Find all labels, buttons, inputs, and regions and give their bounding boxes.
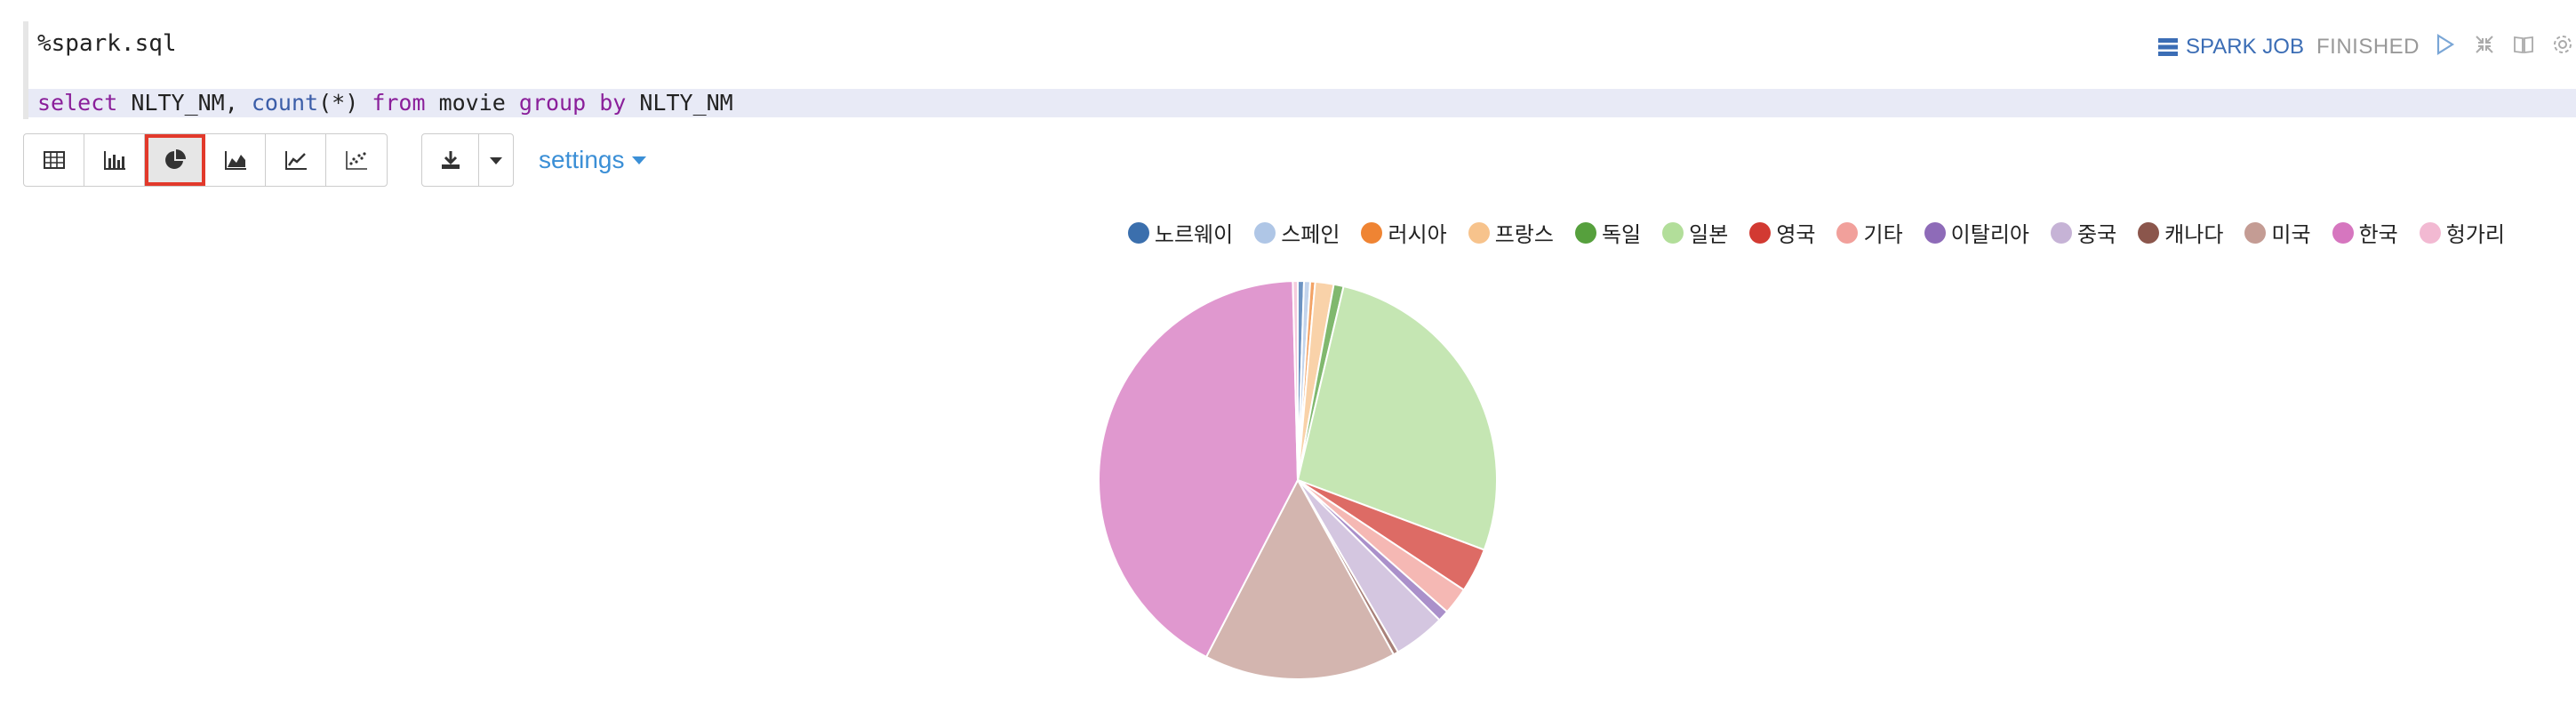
legend-swatch	[1127, 221, 1149, 244]
legend-swatch	[2332, 221, 2354, 244]
code-token: (*)	[318, 90, 372, 116]
legend-swatch	[1254, 221, 1276, 244]
visualization-toolbar: settings	[23, 133, 646, 187]
legend-label: 스페인	[1281, 223, 1340, 247]
legend-swatch	[1361, 221, 1383, 244]
bar-chart-icon	[103, 151, 125, 170]
legend-item[interactable]: 캐나다	[2138, 217, 2223, 248]
table-icon	[43, 151, 65, 169]
legend-label: 노르웨이	[1154, 223, 1234, 247]
collapse-icon[interactable]	[2471, 34, 2498, 61]
legend-label: 일본	[1689, 223, 1729, 247]
legend-label: 영국	[1776, 223, 1816, 247]
chart-type-group	[23, 133, 388, 187]
settings-label: settings	[539, 146, 625, 173]
code-token: from	[372, 90, 426, 116]
legend-swatch	[1836, 221, 1859, 244]
spark-job-icon	[2158, 38, 2179, 56]
paragraph-controls: SPARK JOB FINISHED	[2157, 32, 2576, 62]
legend-item[interactable]: 기타	[1836, 217, 1903, 248]
legend-swatch	[1468, 221, 1490, 244]
legend-label: 독일	[1601, 223, 1642, 247]
pie-slice[interactable]	[1098, 280, 1300, 659]
legend-item[interactable]: 노르웨이	[1127, 217, 1234, 248]
code-editor-line[interactable]: select NLTY_NM, count(*) from movie grou…	[28, 89, 2576, 117]
gear-icon[interactable]	[2549, 34, 2576, 61]
code-token: select	[37, 90, 118, 116]
spark-job-link[interactable]: SPARK JOB	[2157, 35, 2304, 60]
legend-item[interactable]: 프랑스	[1468, 217, 1554, 248]
area-chart-button[interactable]	[205, 134, 266, 186]
download-button[interactable]	[422, 134, 479, 186]
book-icon[interactable]	[2510, 34, 2537, 61]
legend-item[interactable]: 스페인	[1254, 217, 1340, 248]
settings-dropdown[interactable]: settings	[539, 146, 646, 174]
pie-chart-button[interactable]	[145, 134, 205, 186]
code-token: group	[518, 90, 587, 116]
legend-item[interactable]: 일본	[1662, 217, 1728, 248]
line-chart-icon	[284, 151, 307, 170]
legend-swatch	[2050, 221, 2072, 244]
code-token: NLTY_NM	[626, 90, 733, 116]
legend-swatch	[1662, 221, 1684, 244]
download-icon	[441, 151, 460, 169]
legend-swatch	[1749, 221, 1772, 244]
caret-down-icon	[490, 157, 502, 164]
area-chart-icon	[224, 151, 246, 170]
legend-item[interactable]: 헝가리	[2419, 217, 2505, 248]
pie-chart-icon	[164, 149, 186, 169]
settings-caret-icon	[631, 156, 646, 164]
pie-slice[interactable]	[1204, 477, 1396, 680]
pie-slice[interactable]	[1296, 284, 1498, 551]
legend-item[interactable]: 이탈리아	[1924, 217, 2029, 248]
legend-label: 캐나다	[2164, 223, 2224, 247]
table-view-button[interactable]	[24, 134, 84, 186]
legend-label: 프랑스	[1494, 223, 1554, 247]
legend-label: 미국	[2271, 223, 2311, 247]
line-chart-button[interactable]	[266, 134, 326, 186]
code-token: movie	[425, 90, 519, 116]
legend-item[interactable]: 미국	[2244, 217, 2311, 248]
legend-label: 한국	[2358, 223, 2398, 247]
scatter-chart-button[interactable]	[326, 134, 387, 186]
legend-item[interactable]: 러시아	[1361, 217, 1447, 248]
legend-swatch	[2138, 221, 2160, 244]
pie-slice[interactable]	[1292, 279, 1299, 481]
status-text: FINISHED	[2316, 35, 2420, 59]
code-token: NLTY_NM,	[117, 90, 252, 116]
legend-item[interactable]: 한국	[2332, 217, 2398, 248]
legend-swatch	[1924, 221, 1946, 244]
spark-job-label: SPARK JOB	[2186, 35, 2304, 59]
scatter-chart-icon	[346, 151, 367, 170]
code-token: count	[251, 90, 319, 116]
download-dropdown-button[interactable]	[479, 134, 513, 186]
paragraph-interpreter-line[interactable]: %spark.sql	[37, 30, 177, 57]
legend-item[interactable]: 독일	[1574, 217, 1642, 248]
legend-swatch	[2419, 221, 2441, 244]
legend-swatch	[2244, 221, 2267, 244]
legend-label: 기타	[1863, 223, 1903, 247]
code-token: by	[599, 90, 627, 116]
run-icon[interactable]	[2432, 33, 2459, 62]
chart-legend: 노르웨이 스페인 러시아 프랑스 독일 일본 영국 기타 이탈리아 중국 캐나다 미국 한국 헝가리	[1047, 217, 2505, 248]
download-group	[421, 133, 514, 187]
legend-item[interactable]: 중국	[2050, 217, 2117, 248]
legend-label: 헝가리	[2445, 223, 2505, 247]
bar-chart-button[interactable]	[84, 134, 145, 186]
legend-label: 러시아	[1388, 223, 1447, 247]
legend-item[interactable]: 영국	[1749, 217, 1815, 248]
legend-label: 중국	[2076, 223, 2117, 247]
legend-swatch	[1574, 221, 1596, 244]
legend-label: 이탈리아	[1950, 223, 2029, 247]
editor-gutter	[23, 21, 28, 119]
